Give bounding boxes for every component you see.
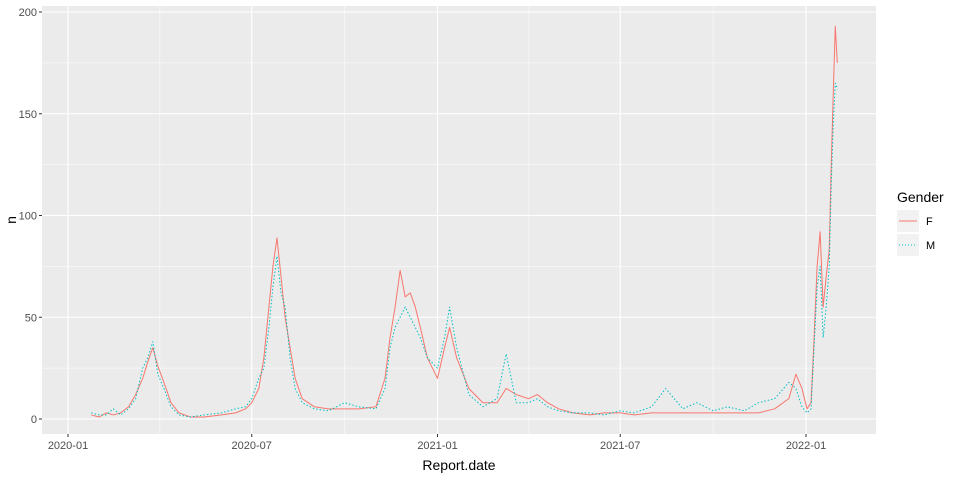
- y-tick-label: 200: [19, 7, 37, 19]
- x-tick-label: 2022-01: [786, 440, 826, 452]
- legend-label-m: M: [926, 240, 935, 252]
- legend-title: Gender: [897, 189, 944, 205]
- x-tick-label: 2020-07: [232, 440, 272, 452]
- y-tick-label: 50: [25, 312, 37, 324]
- series-line-m: [91, 82, 838, 418]
- y-axis: 0 50 100 150 200: [19, 7, 42, 426]
- y-tick-label: 0: [31, 414, 37, 426]
- x-tick-label: 2021-01: [417, 440, 457, 452]
- legend-label-f: F: [926, 216, 933, 228]
- y-tick-label: 150: [19, 109, 37, 121]
- x-axis-title: Report.date: [422, 457, 495, 473]
- x-axis: 2020-01 2020-07 2021-01 2021-07 2022-01: [48, 434, 826, 452]
- major-gridlines: [42, 6, 876, 434]
- x-tick-label: 2020-01: [48, 440, 88, 452]
- series-line-f: [91, 25, 838, 418]
- minor-gridlines: [42, 6, 876, 434]
- y-axis-title: n: [3, 216, 19, 224]
- x-tick-label: 2021-07: [600, 440, 640, 452]
- y-tick-label: 100: [19, 211, 37, 223]
- plot-panel: [42, 6, 876, 434]
- legend: Gender F M: [897, 189, 944, 256]
- series-layer: [91, 25, 838, 418]
